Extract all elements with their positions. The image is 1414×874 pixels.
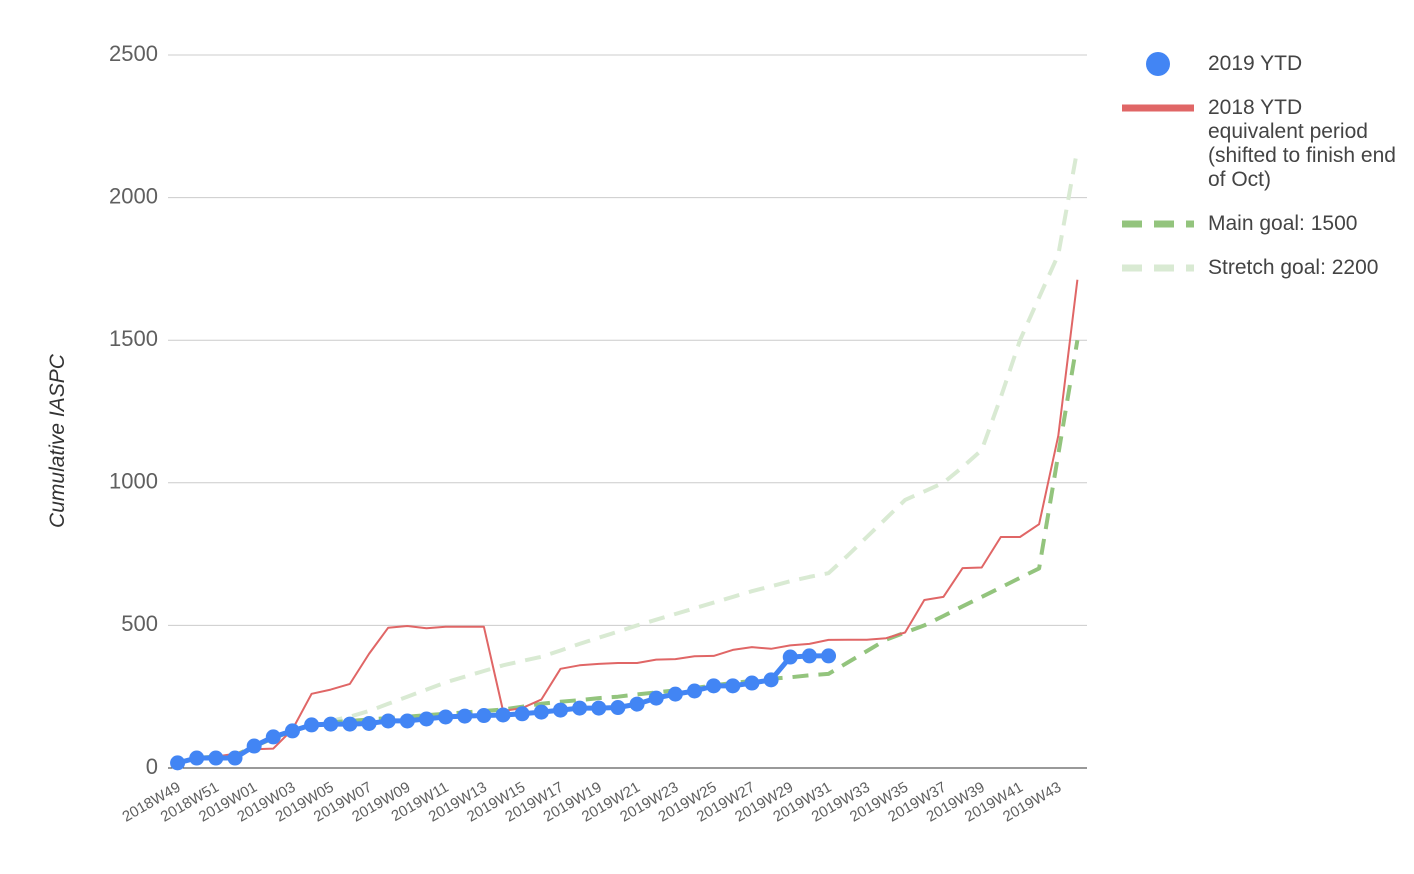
point	[667, 686, 683, 702]
point	[208, 750, 224, 766]
legend-symbol	[1122, 220, 1194, 228]
y-tick-label: 2500	[109, 41, 158, 66]
point	[438, 709, 454, 725]
point	[725, 678, 741, 694]
point	[514, 706, 530, 722]
y-tick-label: 500	[121, 611, 158, 636]
y-tick-label: 1500	[109, 326, 158, 351]
point	[342, 716, 358, 732]
point	[265, 729, 281, 745]
point	[284, 723, 300, 739]
legend-swatch	[1146, 52, 1170, 76]
point	[648, 690, 664, 706]
legend-item: 2018 YTD equivalent period (shifted to f…	[1120, 96, 1410, 192]
point	[533, 704, 549, 720]
legend-label: Stretch goal: 2200	[1208, 256, 1379, 279]
point	[170, 755, 186, 771]
legend-item: 2019 YTD	[1120, 52, 1410, 76]
point	[380, 713, 396, 729]
y-tick-label: 1000	[109, 469, 158, 494]
legend-symbol	[1146, 52, 1170, 76]
point	[591, 700, 607, 716]
legend-symbol	[1122, 264, 1194, 272]
point	[361, 716, 377, 732]
point	[457, 708, 473, 724]
point	[476, 708, 492, 724]
legend-label: Main goal: 1500	[1208, 212, 1358, 235]
legend-item: Stretch goal: 2200	[1120, 256, 1410, 280]
legend-item: Main goal: 1500	[1120, 212, 1410, 236]
y-tick-label: 2000	[109, 183, 158, 208]
point	[189, 750, 205, 766]
point	[495, 707, 511, 723]
point	[706, 678, 722, 694]
point	[399, 713, 415, 729]
point	[610, 700, 626, 716]
legend-symbol	[1122, 104, 1194, 112]
point	[246, 738, 262, 754]
series-line	[177, 148, 1080, 765]
y-axis-title: Cumulative IASPC	[46, 353, 69, 528]
legend: 2019 YTD 2018 YTD equivalent period (shif…	[1120, 52, 1410, 300]
legend-label: 2019 YTD	[1208, 52, 1303, 75]
point	[763, 672, 779, 688]
point	[782, 649, 798, 665]
y-tick-label: 0	[146, 754, 158, 779]
point	[744, 675, 760, 691]
point	[572, 700, 588, 716]
point	[552, 702, 568, 718]
point	[801, 648, 817, 664]
point	[304, 717, 320, 733]
point	[418, 711, 434, 727]
point	[629, 696, 645, 712]
point	[227, 750, 243, 766]
point	[821, 648, 837, 664]
series-line	[177, 339, 1080, 765]
legend-label: 2018 YTD equivalent period (shifted to f…	[1208, 96, 1396, 191]
series-line	[177, 279, 1079, 764]
point	[323, 716, 339, 732]
point	[687, 683, 703, 699]
